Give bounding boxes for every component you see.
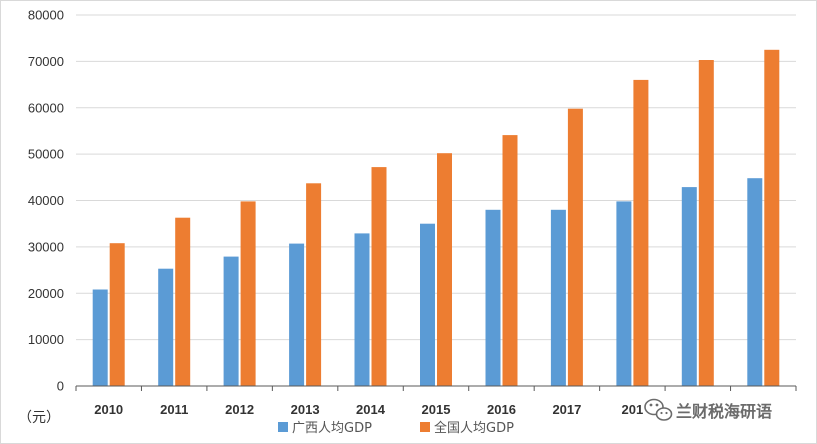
bar-national-2016: [502, 135, 518, 386]
y-tick-label: 10000: [28, 332, 64, 347]
bar-national-2020: [764, 49, 780, 387]
bar-guangxi-2019: [681, 187, 697, 386]
bar-guangxi-2017: [550, 209, 566, 386]
bar-guangxi-2016: [485, 209, 501, 386]
bar-national-2015: [437, 153, 452, 386]
bar-guangxi-2013: [289, 243, 305, 386]
legend: 广西人均GDP 全国人均GDP: [278, 420, 514, 436]
x-tick-label: 2011: [160, 402, 188, 417]
bar-national-2012: [240, 201, 256, 386]
bar-guangxi-2010: [92, 289, 108, 386]
legend-label-national: 全国人均GDP: [434, 420, 514, 436]
y-tick-label: 40000: [28, 193, 64, 208]
watermark-text: 兰财税海研语: [676, 402, 772, 421]
y-tick-label: 50000: [28, 147, 64, 162]
y-tick-label: 70000: [28, 54, 64, 69]
bar-guangxi-2012: [223, 256, 239, 386]
x-tick-label: 2014: [356, 402, 386, 417]
x-tick-label: 2015: [422, 402, 451, 417]
bar-guangxi-2020: [747, 178, 763, 386]
x-tick-label: 2016: [487, 402, 516, 417]
legend-swatch-national: [420, 422, 430, 432]
wechat-icon: [644, 398, 673, 421]
x-tick-label: 2013: [291, 402, 320, 417]
y-unit-label: （元）: [18, 410, 60, 426]
x-tick-label: 2012: [225, 402, 254, 417]
y-tick-label: 20000: [28, 286, 64, 301]
y-tick-label: 60000: [28, 100, 64, 115]
y-tick-label: 30000: [28, 239, 64, 254]
bar-national-2010: [109, 243, 125, 386]
legend-label-guangxi: 广西人均GDP: [292, 421, 372, 436]
legend-swatch-guangxi: [278, 422, 288, 432]
bar-national-2018: [633, 79, 649, 387]
bar-guangxi-2011: [158, 268, 174, 386]
bar-guangxi-2015: [420, 223, 435, 386]
x-tick-label: 201: [622, 402, 644, 417]
bar-national-2013: [306, 183, 322, 386]
x-tick-label: 2010: [94, 402, 123, 417]
bar-national-2019: [698, 60, 714, 386]
x-tick-label: 2017: [552, 402, 581, 417]
bar-guangxi-2014: [354, 233, 370, 386]
y-tick-label: 0: [57, 379, 64, 394]
bar-national-2014: [371, 167, 387, 386]
bar-guangxi-2018: [616, 201, 632, 386]
watermark: 兰财税海研语: [644, 398, 772, 421]
bar-national-2017: [567, 108, 583, 386]
bar-national-2011: [175, 217, 191, 386]
y-tick-label: 80000: [28, 8, 64, 23]
